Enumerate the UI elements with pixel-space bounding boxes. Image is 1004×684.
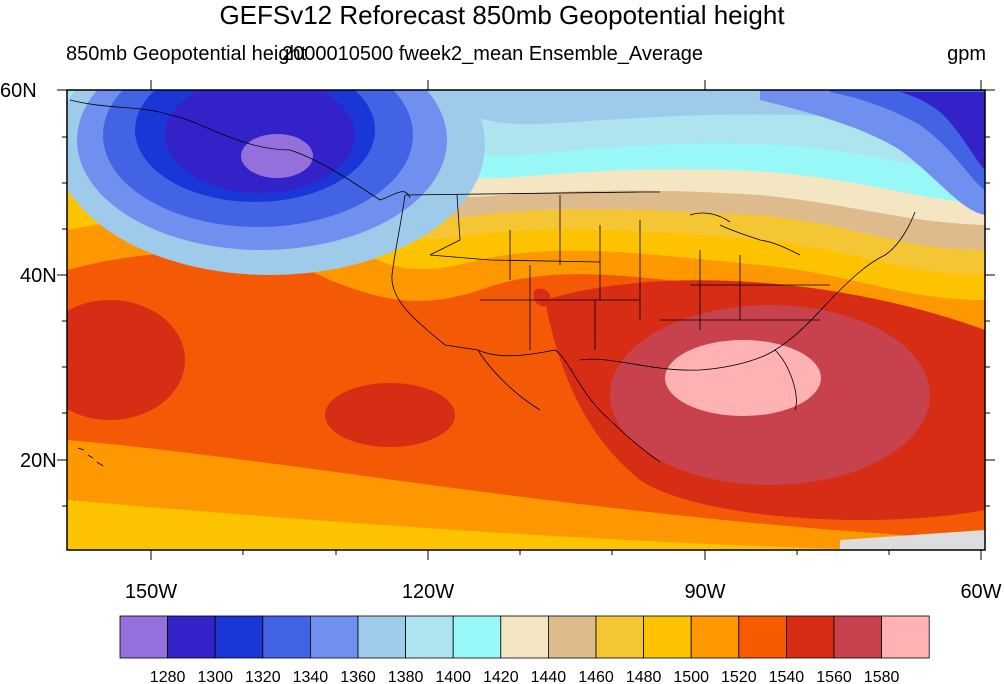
colorbar-box xyxy=(119,615,168,659)
colorbar-level-label: 1540 xyxy=(769,669,805,684)
plot-frame xyxy=(66,89,986,551)
colorbar-level-label: 1440 xyxy=(531,669,567,684)
colorbar-box xyxy=(690,615,740,659)
colorbar-box xyxy=(833,615,882,659)
colorbar-level-label: 1320 xyxy=(245,669,281,684)
colorbar-box xyxy=(595,615,644,659)
contour-field xyxy=(67,90,985,550)
colorbar-level-label: 1300 xyxy=(197,669,233,684)
colorbar-level-label: 1420 xyxy=(483,669,519,684)
colorbar-level-label: 1380 xyxy=(388,669,424,684)
colorbar-box xyxy=(643,615,692,659)
lat-label-20n: 20N xyxy=(20,450,57,472)
colorbar-box xyxy=(405,615,454,659)
colorbar-level-label: 1560 xyxy=(816,669,852,684)
colorbar-box xyxy=(548,615,597,659)
colorbar-level-label: 1280 xyxy=(150,669,186,684)
colorbar-level-label: 1460 xyxy=(578,669,614,684)
colorbar-level-label: 1340 xyxy=(293,669,329,684)
colorbar-box xyxy=(881,615,930,659)
colorbar-box xyxy=(738,615,787,659)
map-outlines xyxy=(69,99,916,467)
lat-label-60n: 60N xyxy=(0,80,37,102)
colorbar-box xyxy=(167,615,216,659)
colorbar-labels: 1280 1300 1320 1340 1360 1380 1400 1420 1440 1460… xyxy=(150,669,900,684)
colorbar-box xyxy=(357,615,406,659)
colorbar-box xyxy=(500,615,549,659)
tick-marks xyxy=(57,80,995,560)
lon-label-90w: 90W xyxy=(684,581,725,603)
colorbar xyxy=(119,615,930,659)
lon-label-120w: 120W xyxy=(402,581,454,603)
colorbar-level-label: 1520 xyxy=(721,669,757,684)
lon-label-150w: 150W xyxy=(125,581,177,603)
lat-label-40n: 40N xyxy=(20,265,57,287)
colorbar-box xyxy=(452,615,502,659)
colorbar-level-label: 1500 xyxy=(673,669,709,684)
colorbar-level-label: 1400 xyxy=(435,669,471,684)
colorbar-box xyxy=(214,615,264,659)
units-string: gpm xyxy=(947,43,986,65)
colorbar-box xyxy=(786,615,835,659)
plot-title: GEFSv12 Reforecast 850mb Geopotential he… xyxy=(219,0,785,30)
colorbar-level-label: 1480 xyxy=(626,669,662,684)
colorbar-box xyxy=(309,615,359,659)
center-string: 2000010500 fweek2_mean Ensemble_Average xyxy=(282,43,704,65)
colorbar-level-label: 1360 xyxy=(340,669,376,684)
colorbar-level-label: 1580 xyxy=(864,669,900,684)
colorbar-box xyxy=(262,615,311,659)
axis-labels: 150W 120W 90W 60W 20N 40N 60N xyxy=(0,80,1002,603)
lon-label-60w: 60W xyxy=(960,581,1001,603)
left-string: 850mb Geopotential height xyxy=(66,43,307,65)
